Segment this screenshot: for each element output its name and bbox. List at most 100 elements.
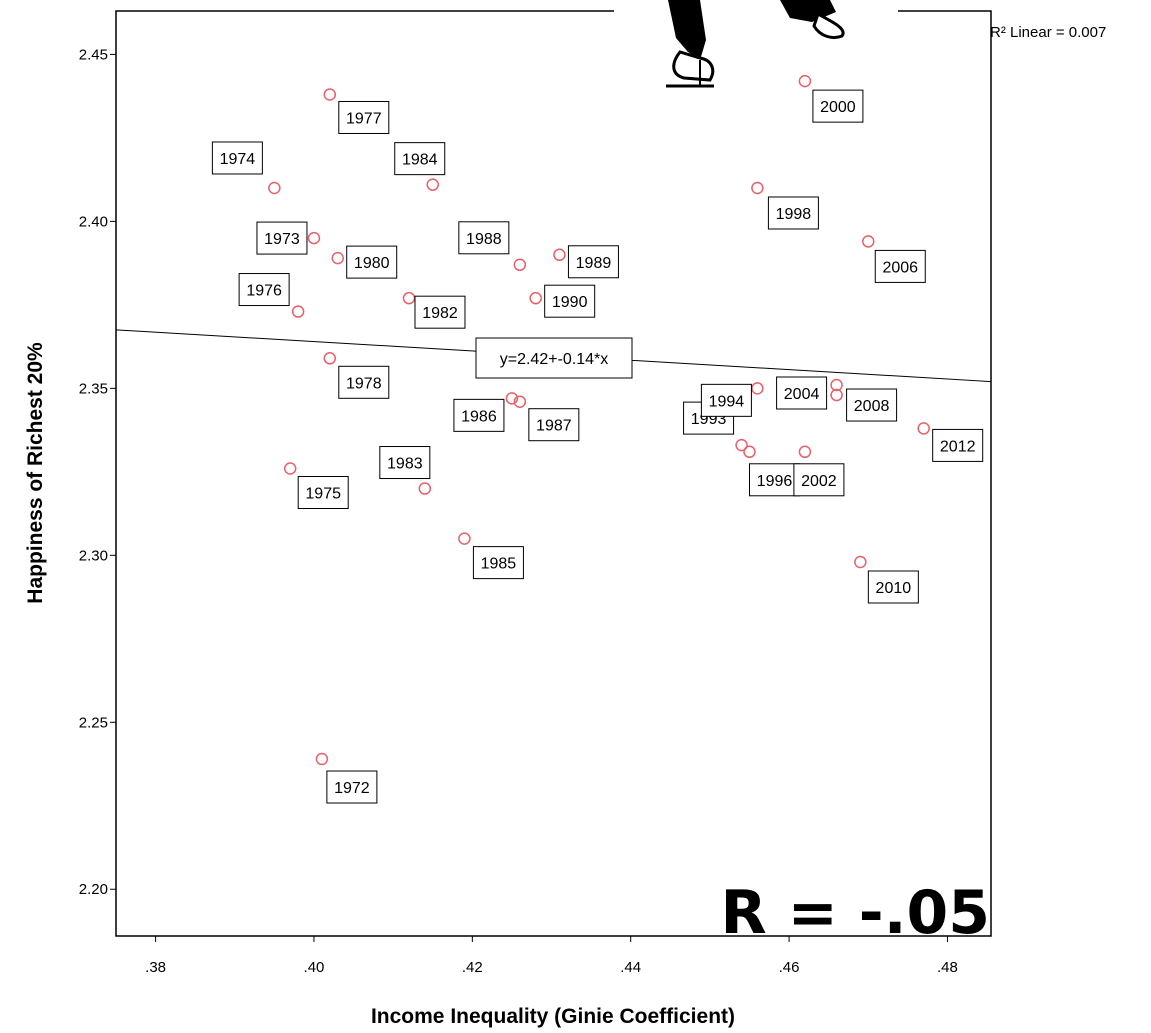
data-point <box>315 752 329 766</box>
point-labels-group: 1972 1973 1974 1975 1976 1977 1978 1980 1982 1983… <box>211 89 984 804</box>
data-point <box>307 231 321 245</box>
point-label-text: 2008 <box>854 398 890 415</box>
data-point <box>553 248 566 262</box>
point-label: 2012 <box>932 428 984 462</box>
data-point <box>830 388 843 402</box>
point-label: 1975 <box>297 475 349 509</box>
point-label: 2008 <box>846 388 898 422</box>
data-point <box>505 392 519 405</box>
data-point <box>743 445 756 459</box>
point-label: 1984 <box>394 142 446 176</box>
point-label-text: 1988 <box>466 231 502 248</box>
fit-equation-label: y=2.42+-0.14*x <box>475 337 633 379</box>
point-label-text: 1994 <box>709 393 745 410</box>
r2-label: R² Linear = 0.007 <box>990 24 1106 41</box>
data-point <box>323 88 337 101</box>
x-axis-title: Income Inequality (Ginie Coefficient) <box>371 1005 735 1028</box>
point-label: 2002 <box>793 463 845 497</box>
data-point <box>529 291 542 305</box>
data-point <box>862 235 875 248</box>
point-label-text: 1996 <box>757 473 793 490</box>
point-label-text: 1983 <box>387 456 423 473</box>
data-point <box>830 378 843 392</box>
data-point <box>283 462 297 475</box>
points-group <box>268 74 930 766</box>
point-label-text: 1985 <box>481 556 517 573</box>
point-label: 1996 <box>748 463 800 497</box>
y-tick-label: 2.20 <box>79 881 108 898</box>
point-label-text: 1987 <box>536 418 572 435</box>
data-point <box>458 532 471 545</box>
point-label-text: 1984 <box>402 152 438 169</box>
point-label-text: 2002 <box>801 473 837 490</box>
data-point <box>751 181 764 195</box>
point-label: 2004 <box>776 376 828 410</box>
point-label: 2006 <box>874 249 926 283</box>
point-label: 1988 <box>458 221 510 255</box>
data-point <box>854 555 867 569</box>
y-tick-label: 2.40 <box>79 213 108 230</box>
point-label: 1990 <box>544 284 596 318</box>
y-tick-label: 2.30 <box>79 547 108 564</box>
point-label: 1973 <box>256 221 308 255</box>
point-label: 1982 <box>414 295 466 329</box>
point-label: 1976 <box>238 273 290 307</box>
point-label-text: 2012 <box>940 438 976 455</box>
point-label: 1977 <box>338 100 390 134</box>
x-tick-label: .44 <box>620 959 641 976</box>
y-tick-label: 2.25 <box>79 714 108 731</box>
point-label: 1989 <box>567 245 619 279</box>
point-label: 2000 <box>812 89 864 123</box>
point-label: 1987 <box>528 408 580 442</box>
point-label-text: 1986 <box>461 408 497 425</box>
data-point <box>917 422 930 435</box>
point-label-text: 1980 <box>354 255 390 272</box>
r-annotation: R = -.05 <box>721 878 990 948</box>
point-label-text: 1982 <box>422 305 458 322</box>
point-label-text: 1972 <box>334 780 370 797</box>
data-point <box>291 305 305 318</box>
point-label: 2010 <box>867 570 919 604</box>
data-point <box>513 258 527 272</box>
y-axis-title: Happiness of Richest 20% <box>24 342 47 604</box>
point-label: 1994 <box>700 383 752 417</box>
point-label-text: 1975 <box>305 485 341 502</box>
point-label: 1985 <box>472 546 524 580</box>
x-tick-label: .48 <box>937 959 958 976</box>
x-tick-label: .46 <box>779 959 800 976</box>
x-tick-label: .40 <box>304 959 325 976</box>
x-tick-label: .42 <box>462 959 483 976</box>
y-tick-label: 2.45 <box>79 46 108 63</box>
axis-ticks: .38 .40 .42 .44 .46 .48 2.20 2.25 2.30 2.35 2.40 2.… <box>79 46 958 976</box>
data-point <box>513 395 527 408</box>
y-tick-label: 2.35 <box>79 380 108 397</box>
point-label-text: 2010 <box>876 580 912 597</box>
point-label: 1974 <box>211 141 263 175</box>
point-label-text: 1989 <box>576 255 612 272</box>
point-label-text: 2000 <box>820 99 856 116</box>
data-point <box>735 438 748 452</box>
point-label-text: 1974 <box>220 151 256 168</box>
point-label: 1980 <box>346 245 398 279</box>
data-point <box>331 251 344 265</box>
data-point <box>323 352 337 365</box>
point-label: 1983 <box>379 446 431 480</box>
data-point <box>418 482 432 495</box>
point-label: 1986 <box>453 398 505 432</box>
point-label-text: 1976 <box>246 283 282 300</box>
point-label-text: 2006 <box>882 259 918 276</box>
fit-equation-text: y=2.42+-0.14*x <box>500 351 609 368</box>
data-point <box>798 445 812 459</box>
point-label-text: 2004 <box>784 386 820 403</box>
point-label-text: 1977 <box>346 110 382 127</box>
point-label-text: 1990 <box>552 294 588 311</box>
cartoon-figure-icon <box>614 0 898 88</box>
point-label: 1972 <box>326 770 378 804</box>
point-label: 1998 <box>767 196 819 230</box>
point-label: 1978 <box>338 365 390 399</box>
data-point <box>426 178 439 191</box>
point-label-text: 1978 <box>346 375 382 392</box>
data-point <box>798 74 812 88</box>
x-tick-label: .38 <box>145 959 166 976</box>
